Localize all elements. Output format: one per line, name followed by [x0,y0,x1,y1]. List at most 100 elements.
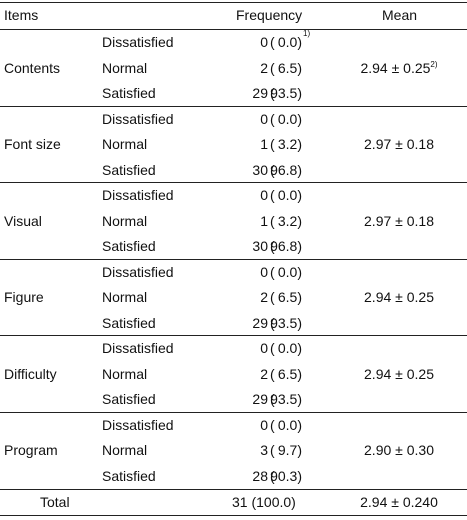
frequency-count: 29 [252,391,268,407]
mean-text: 2.94 ± 0.25 [364,365,434,382]
close-paren: ) [297,314,302,331]
frequency-percent: 0.0) [256,413,302,438]
item-label: Contents [4,59,61,76]
item-label: Program [4,442,58,458]
open-paren: ( [270,314,275,331]
frequency-count: 30 [252,238,268,254]
response-label: Dissatisfied [102,340,174,356]
response-label: Satisfied [102,314,156,331]
percent-text: 96.8 [270,161,298,178]
header-rule [0,29,467,30]
close-paren: ) [297,85,302,101]
percent-text: 93.5 [270,314,298,331]
frequency-count: 0 [260,263,268,280]
percent-text: 0.0 [277,187,298,203]
item-label: Figure [4,289,44,305]
frequency-percent: 6.5) [256,362,302,387]
header-frequency: Frequency [236,7,303,23]
group-separator [0,258,467,260]
mean-text: 2.90 ± 0.30 [364,442,434,458]
close-paren: ) [297,442,302,458]
frequency-percent: 6.5) [256,56,302,81]
close-paren: ) [297,187,302,203]
close-paren: ) [297,34,302,50]
close-paren: ) [297,161,302,178]
response-label: Normal [102,442,148,458]
percent-text: 3.2 [277,136,298,152]
open-paren: ( [270,416,275,433]
open-paren: ( [270,187,275,203]
open-paren: ( [270,34,275,50]
percent-text: 90.3 [270,467,298,484]
percent-text: 0.0 [277,110,298,127]
frequency-count: 0 [260,187,268,203]
response-label: Normal [102,136,148,152]
mean-value: 2.97 ± 0.18 [336,209,462,234]
group-separator [0,335,467,336]
close-paren: ) [297,365,302,382]
open-paren: ( [270,467,275,484]
item-label: Difficulty [4,365,57,382]
frequency-count: 29 [252,85,268,101]
mean-footnote-marker: 2) [430,59,438,69]
percent-text: 0.0 [277,416,298,433]
close-paren: ) [297,212,302,229]
open-paren: ( [270,59,275,76]
frequency-count: 3 [260,442,268,458]
frequency-percent: 0.0) [256,107,302,132]
open-paren: ( [270,340,275,356]
mean-text: 2.94 ± 0.25 [360,59,431,76]
response-label: Satisfied [102,85,156,101]
open-paren: ( [270,110,275,127]
frequency-percent: 93.5) [256,81,302,106]
response-label: Dissatisfied [102,263,174,280]
frequency-count: 29 [252,314,268,331]
close-paren: ) [297,136,302,152]
frequency-percent: 9.7) [256,438,302,463]
response-label: Satisfied [102,238,156,254]
frequency-count: 1 [260,136,268,152]
close-paren: ) [297,416,302,433]
percent-text: 9.7 [277,442,298,458]
frequency-percent: 0.0) [256,183,302,208]
frequency-count: 0 [260,110,268,127]
response-label: Satisfied [102,161,156,178]
close-paren: ) [297,238,302,254]
frequency-percent: 6.5) [256,285,302,310]
response-label: Dissatisfied [102,416,174,433]
close-paren: ) [297,263,302,280]
response-label: Dissatisfied [102,187,174,203]
mean-text: 2.94 ± 0.25 [364,289,434,305]
response-label: Dissatisfied [102,34,174,50]
table-top-rule [0,2,467,3]
close-paren: ) [297,467,302,484]
percent-text: 6.5 [277,59,298,76]
frequency-count: 2 [260,365,268,382]
open-paren: ( [270,442,275,458]
frequency-count: 0 [260,340,268,356]
table-bottom-rule [0,515,467,516]
open-paren: ( [270,85,275,101]
percent-text: 0.0 [277,263,298,280]
frequency-percent: 3.2) [256,132,302,157]
group-separator [0,182,467,183]
frequency-percent: 0.0) 1) [277,29,311,51]
frequency-percent: 93.5) [256,387,302,412]
close-paren: ) [297,110,302,127]
frequency-percent: 93.5) [256,311,302,336]
total-mean: 2.94 ± 0.240 [360,494,438,510]
total-rule [0,489,467,490]
group-separator [0,105,467,107]
close-paren: ) [297,340,302,356]
total-label: Total [40,494,70,510]
open-paren: ( [270,263,275,280]
open-paren: ( [270,391,275,407]
frequency-percent: 3.2) [256,209,302,234]
response-label: Dissatisfied [102,110,174,127]
frequency-count: 1 [260,212,268,229]
frequency-count: 0 [260,416,268,433]
response-label: Normal [102,212,148,229]
percent-text: 6.5 [277,365,298,382]
open-paren: ( [270,365,275,382]
